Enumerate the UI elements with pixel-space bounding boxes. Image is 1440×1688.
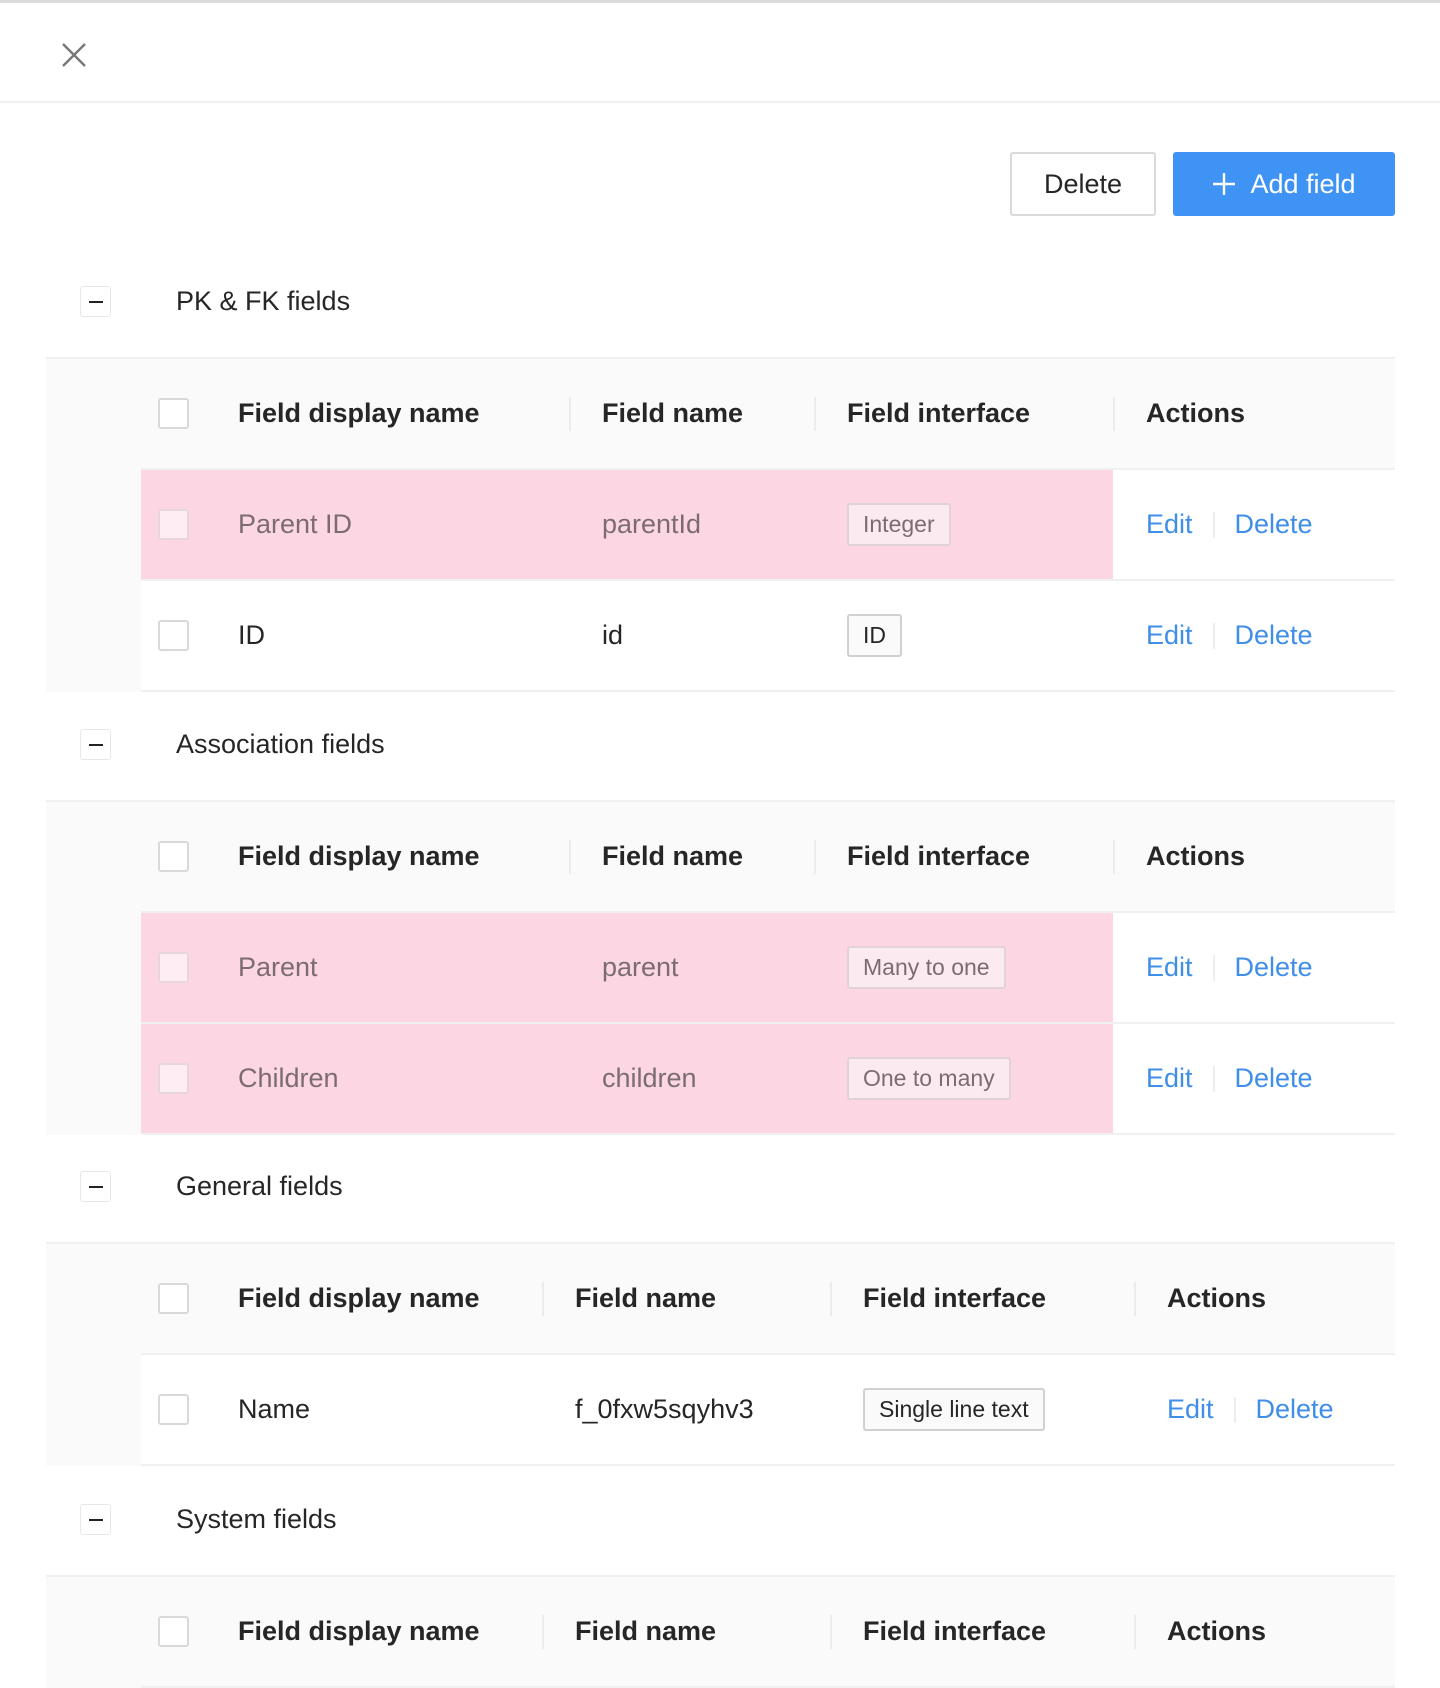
edit-link[interactable]: Edit xyxy=(1167,1394,1214,1424)
delete-link[interactable]: Delete xyxy=(1234,952,1313,982)
field-display-name: ID xyxy=(238,620,265,650)
collapse-toggle[interactable] xyxy=(80,286,111,317)
field-interface-tag: ID xyxy=(847,614,902,657)
collapse-toggle[interactable] xyxy=(80,729,111,760)
section-title: PK & FK fields xyxy=(176,286,351,316)
column-header: Field interface xyxy=(863,1283,1047,1313)
table-row: Name f_0fxw5sqyhv3 Single line text Edit… xyxy=(141,1355,1395,1466)
select-all-checkbox[interactable] xyxy=(158,1616,189,1647)
divider xyxy=(1233,1396,1236,1423)
section-header: System fields xyxy=(46,1464,1395,1575)
column-header: Actions xyxy=(1167,1283,1267,1313)
row-checkbox[interactable] xyxy=(158,620,189,651)
section-0: PK & FK fields Field display name Field … xyxy=(46,246,1395,692)
drawer-header xyxy=(0,3,1440,103)
select-all-checkbox[interactable] xyxy=(158,398,189,429)
edit-link[interactable]: Edit xyxy=(1146,952,1193,982)
column-header: Field name xyxy=(602,841,744,871)
table-header-row: Field display name Field name Field inte… xyxy=(141,1244,1395,1355)
edit-link[interactable]: Edit xyxy=(1146,509,1193,539)
delete-link[interactable]: Delete xyxy=(1234,509,1313,539)
column-header: Field interface xyxy=(847,841,1031,871)
fields-table: Field display name Field name Field inte… xyxy=(46,1575,1395,1688)
field-interface-tag: Many to one xyxy=(847,946,1006,989)
add-field-label: Add field xyxy=(1250,168,1356,199)
field-name: parentId xyxy=(602,509,702,539)
table-header-row: Field display name Field name Field inte… xyxy=(141,1577,1395,1688)
column-header: Field name xyxy=(602,398,744,428)
add-field-button[interactable]: Add field xyxy=(1173,152,1395,216)
column-header: Actions xyxy=(1146,398,1246,428)
edit-link[interactable]: Edit xyxy=(1146,1063,1193,1093)
section-2: General fields Field display name Field … xyxy=(46,1131,1395,1466)
field-display-name: Parent xyxy=(238,952,318,982)
column-header: Field display name xyxy=(238,1616,480,1646)
divider xyxy=(1212,1065,1215,1092)
column-header: Field name xyxy=(575,1616,717,1646)
edit-link[interactable]: Edit xyxy=(1146,620,1193,650)
top-border xyxy=(0,0,1440,3)
divider xyxy=(1212,622,1215,649)
field-interface-tag: Integer xyxy=(847,503,951,546)
column-header: Field display name xyxy=(238,1283,480,1313)
column-header: Field interface xyxy=(863,1616,1047,1646)
delete-link[interactable]: Delete xyxy=(1234,620,1313,650)
row-checkbox[interactable] xyxy=(158,509,189,540)
column-header: Actions xyxy=(1146,841,1246,871)
select-all-checkbox[interactable] xyxy=(158,1283,189,1314)
row-checkbox[interactable] xyxy=(158,1394,189,1425)
column-header: Field name xyxy=(575,1283,717,1313)
collapse-toggle[interactable] xyxy=(80,1171,111,1202)
field-name: id xyxy=(602,620,624,650)
close-icon[interactable] xyxy=(58,39,90,71)
section-3: System fields Field display name Field n… xyxy=(46,1464,1395,1688)
divider xyxy=(1212,511,1215,538)
table-row: Parent parent Many to one Edit Delete xyxy=(141,913,1395,1024)
field-interface-tag: One to many xyxy=(847,1057,1011,1100)
field-display-name: Name xyxy=(238,1394,311,1424)
column-header: Field display name xyxy=(238,841,480,871)
delete-link[interactable]: Delete xyxy=(1234,1063,1313,1093)
collapse-toggle[interactable] xyxy=(80,1504,111,1535)
field-display-name: Children xyxy=(238,1063,339,1093)
field-display-name: Parent ID xyxy=(238,509,353,539)
section-1: Association fields Field display name Fi… xyxy=(46,689,1395,1135)
section-title: System fields xyxy=(176,1504,337,1534)
fields-table: Field display name Field name Field inte… xyxy=(46,800,1395,1135)
field-name: parent xyxy=(602,952,679,982)
column-header: Field interface xyxy=(847,398,1031,428)
delete-button[interactable]: Delete xyxy=(1010,152,1156,216)
delete-link[interactable]: Delete xyxy=(1255,1394,1334,1424)
table-row: Parent ID parentId Integer Edit Delete xyxy=(141,470,1395,581)
field-interface-tag: Single line text xyxy=(863,1388,1045,1431)
table-header-row: Field display name Field name Field inte… xyxy=(141,359,1395,470)
fields-table: Field display name Field name Field inte… xyxy=(46,1242,1395,1466)
column-header: Field display name xyxy=(238,398,480,428)
divider xyxy=(1212,954,1215,981)
field-name: children xyxy=(602,1063,697,1093)
section-header: Association fields xyxy=(46,689,1395,800)
delete-button-label: Delete xyxy=(1043,168,1123,199)
select-all-checkbox[interactable] xyxy=(158,841,189,872)
field-name: f_0fxw5sqyhv3 xyxy=(575,1394,754,1424)
section-title: Association fields xyxy=(176,729,385,759)
row-checkbox[interactable] xyxy=(158,1063,189,1094)
plus-icon xyxy=(1213,173,1236,195)
table-row: Children children One to many Edit Delete xyxy=(141,1024,1395,1135)
section-header: PK & FK fields xyxy=(46,246,1395,357)
row-checkbox[interactable] xyxy=(158,952,189,983)
column-header: Actions xyxy=(1167,1616,1267,1646)
section-title: General fields xyxy=(176,1171,343,1201)
fields-table: Field display name Field name Field inte… xyxy=(46,357,1395,692)
section-header: General fields xyxy=(46,1131,1395,1242)
table-header-row: Field display name Field name Field inte… xyxy=(141,802,1395,913)
table-row: ID id ID Edit Delete xyxy=(141,581,1395,692)
